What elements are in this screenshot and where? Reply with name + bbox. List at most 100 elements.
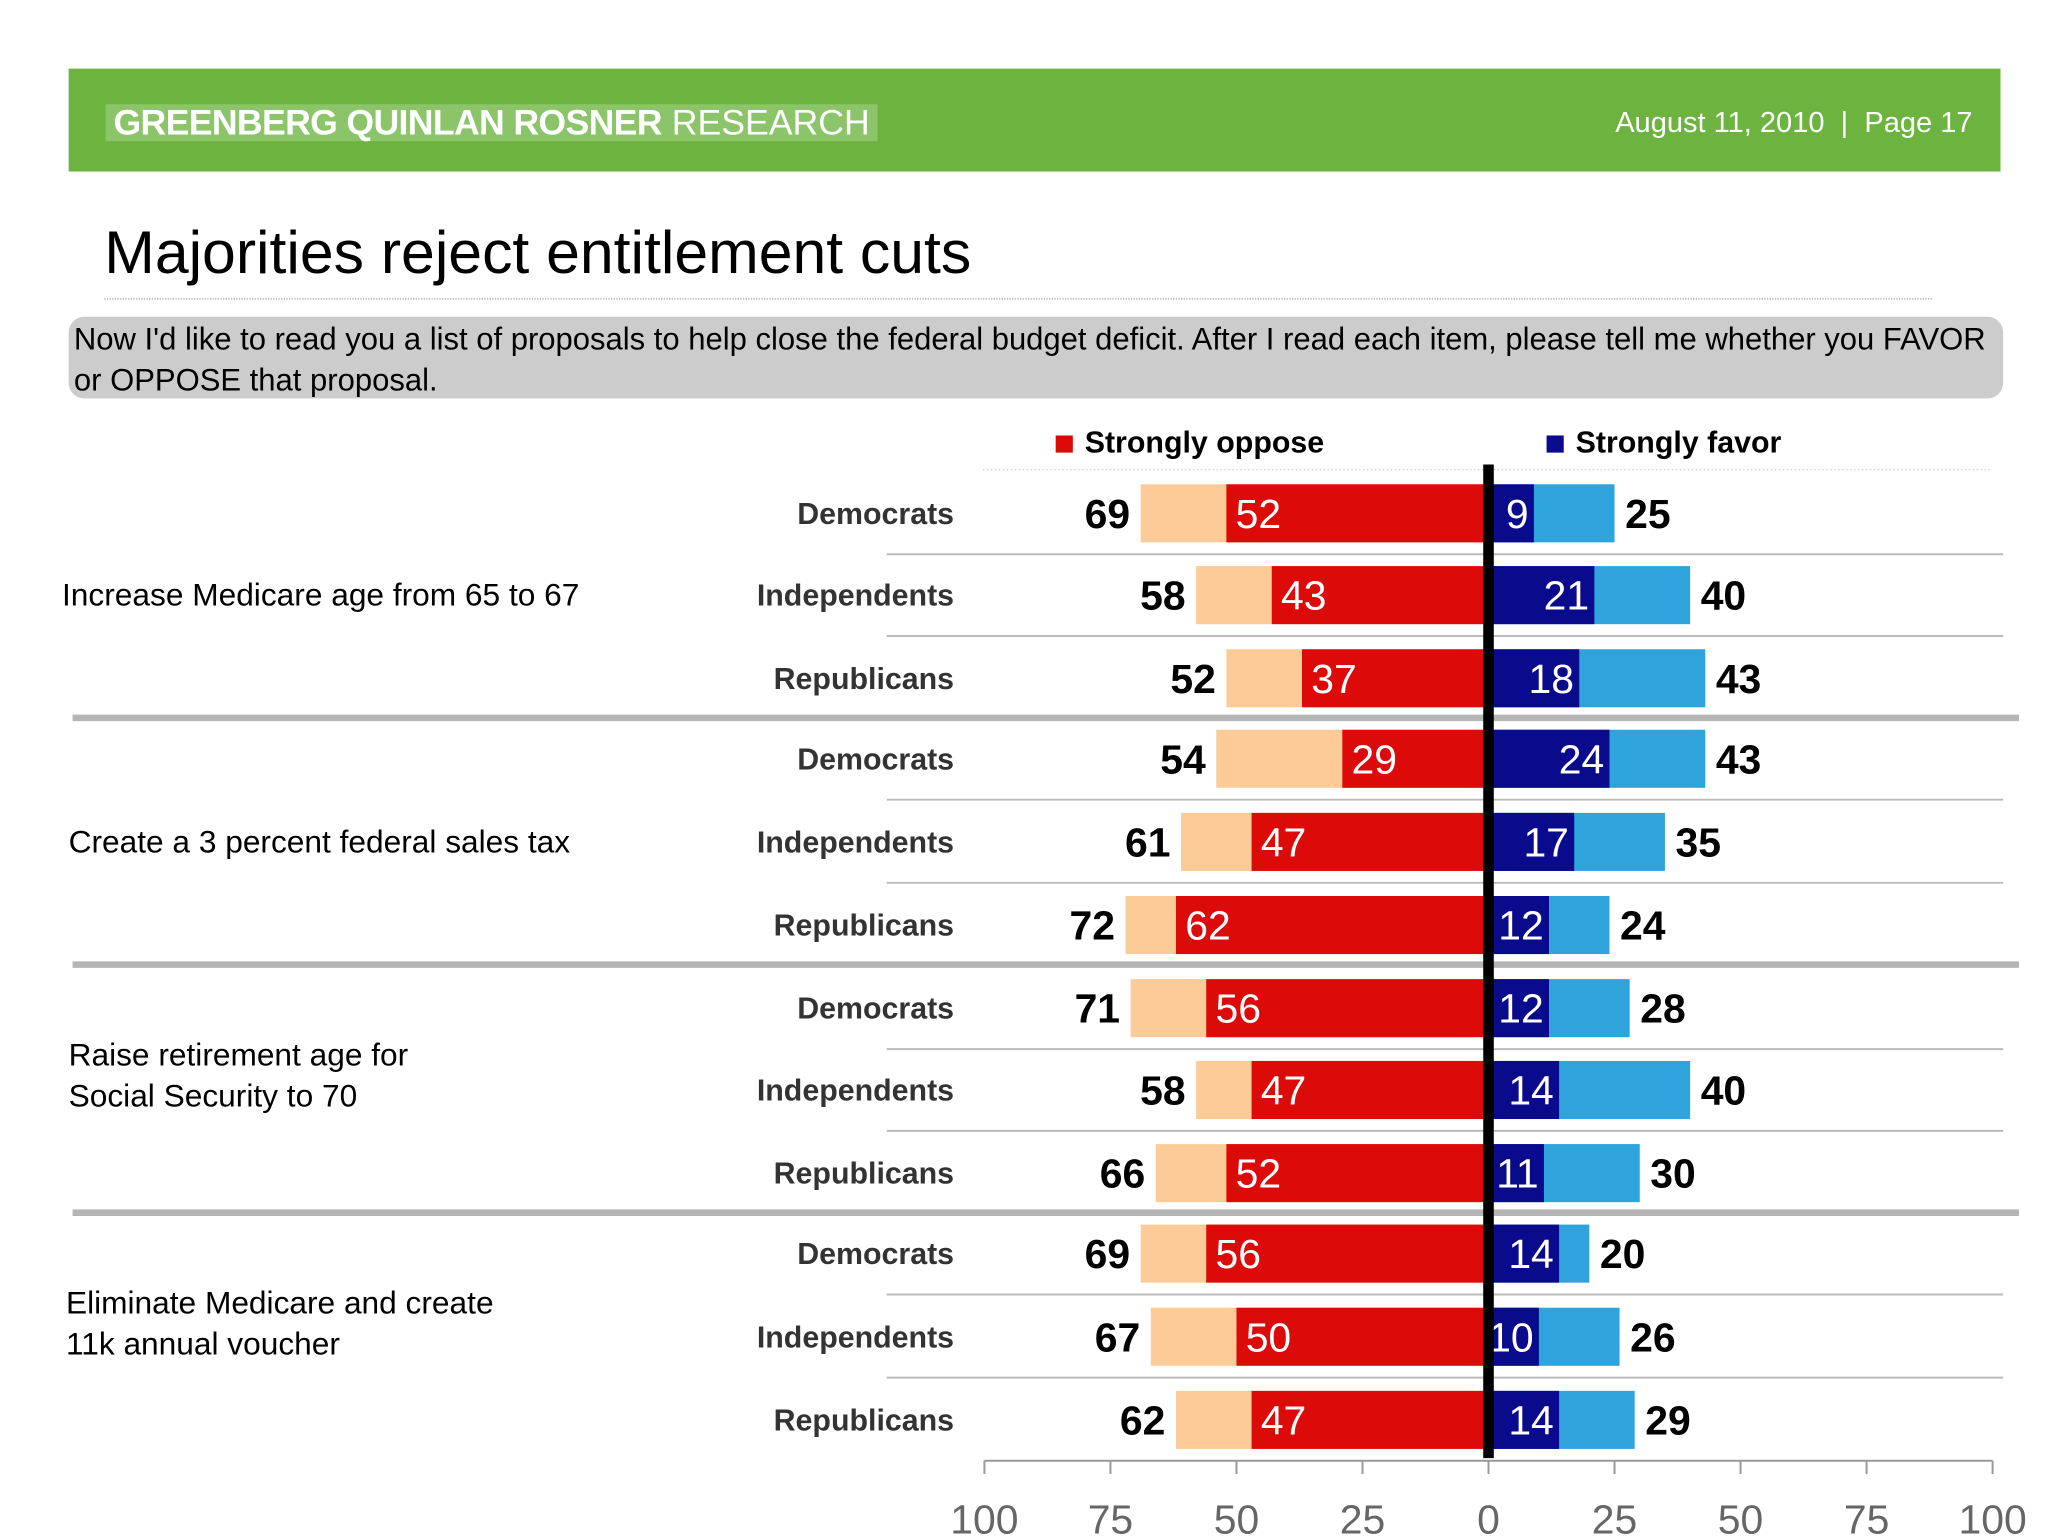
label-strongly-oppose: 37 (1311, 656, 1356, 702)
label-total-favor: 24 (1620, 903, 1666, 949)
label-total-favor: 29 (1645, 1397, 1690, 1443)
label-total-favor: 30 (1650, 1151, 1695, 1197)
label-total-oppose: 69 (1085, 491, 1130, 537)
bar-strongly-oppose (1236, 1307, 1489, 1366)
label-total-favor: 20 (1600, 1231, 1645, 1277)
x-tick-label: 100 (950, 1496, 1018, 1536)
label-strongly-favor: 21 (1544, 573, 1589, 619)
proposal-label: Eliminate Medicare and create (66, 1285, 494, 1321)
bar-strongly-favor (1488, 1307, 1539, 1366)
bar-strongly-favor (1488, 1060, 1560, 1120)
date: August 11, 2010 (1615, 105, 1825, 139)
bar-strongly-favor (1488, 1390, 1560, 1449)
label-strongly-favor: 17 (1523, 819, 1568, 865)
label-strongly-oppose: 47 (1261, 1068, 1306, 1114)
bar-strongly-oppose (1342, 729, 1489, 788)
proposal-label: Increase Medicare age from 65 to 67 (62, 577, 579, 613)
category-label: Independents (757, 580, 954, 613)
label-strongly-oppose: 52 (1236, 491, 1281, 537)
label-strongly-favor: 14 (1508, 1231, 1553, 1277)
category-label: Democrats (797, 993, 954, 1026)
label-strongly-favor: 14 (1508, 1068, 1553, 1114)
label-strongly-oppose: 56 (1215, 986, 1260, 1032)
label-total-favor: 25 (1625, 491, 1670, 537)
label-total-favor: 43 (1716, 736, 1761, 782)
label-strongly-oppose: 56 (1215, 1231, 1260, 1277)
legend-swatch (1546, 435, 1564, 453)
category-label: Republicans (774, 910, 954, 943)
x-tick-label: 25 (1340, 1496, 1385, 1536)
brand-suffix: RESEARCH (671, 102, 870, 143)
label-strongly-favor: 9 (1506, 491, 1529, 537)
x-tick-label: 50 (1214, 1496, 1259, 1536)
bar-strongly-oppose (1251, 1390, 1489, 1449)
bar-strongly-favor (1488, 566, 1595, 625)
bar-strongly-oppose (1251, 1060, 1489, 1120)
category-label: Independents (757, 1075, 954, 1108)
category-label: Democrats (797, 1238, 954, 1271)
page-number: Page 17 (1864, 105, 1973, 139)
label-strongly-favor: 11 (1496, 1151, 1538, 1197)
bar-strongly-oppose (1301, 649, 1489, 708)
label-total-oppose: 72 (1070, 903, 1115, 949)
x-tick-label: 75 (1088, 1496, 1133, 1536)
bar-strongly-favor (1488, 1224, 1560, 1283)
category-label: Independents (757, 1321, 954, 1354)
label-total-oppose: 52 (1170, 656, 1215, 702)
proposal-label: Raise retirement age for (69, 1037, 409, 1073)
bar-strongly-favor (1488, 484, 1534, 543)
label-strongly-favor: 12 (1498, 903, 1543, 949)
brand-logo: GREENBERG QUINLAN ROSNER RESEARCH (105, 102, 878, 143)
legend-label: Strongly oppose (1084, 424, 1325, 460)
category-label: Independents (757, 826, 954, 859)
label-total-oppose: 62 (1120, 1397, 1165, 1443)
label-total-favor: 43 (1716, 656, 1761, 702)
label-strongly-favor: 10 (1488, 1314, 1533, 1360)
question-text: Now I'd like to read you a list of propo… (68, 316, 2004, 399)
category-label: Republicans (774, 1158, 954, 1191)
x-tick-label: 25 (1592, 1496, 1637, 1536)
x-tick-label: 100 (1958, 1496, 2026, 1536)
bar-strongly-favor (1488, 649, 1580, 708)
label-total-oppose: 61 (1125, 819, 1170, 865)
label-total-favor: 35 (1675, 819, 1720, 865)
bar-strongly-oppose (1251, 812, 1489, 871)
category-label: Democrats (797, 743, 954, 776)
bar-strongly-favor (1488, 979, 1549, 1038)
bar-strongly-favor (1488, 896, 1549, 955)
separator: | (1840, 105, 1849, 139)
category-label: Republicans (774, 1404, 954, 1437)
label-total-oppose: 66 (1100, 1151, 1145, 1197)
label-strongly-oppose: 47 (1261, 819, 1306, 865)
proposal-label: Create a 3 percent federal sales tax (69, 823, 571, 859)
bar-strongly-oppose (1206, 1224, 1489, 1283)
label-strongly-favor: 18 (1528, 656, 1573, 702)
x-tick-label: 0 (1477, 1496, 1500, 1536)
label-strongly-oppose: 50 (1246, 1314, 1291, 1360)
label-total-favor: 28 (1640, 986, 1685, 1032)
bar-strongly-oppose (1226, 484, 1489, 543)
label-strongly-oppose: 47 (1261, 1397, 1306, 1443)
x-tick-label: 50 (1718, 1496, 1763, 1536)
label-strongly-oppose: 43 (1281, 573, 1326, 619)
label-strongly-oppose: 29 (1352, 736, 1397, 782)
category-label: Republicans (774, 663, 954, 696)
legend-swatch (1055, 435, 1073, 453)
bar-strongly-favor (1488, 729, 1610, 788)
bar-strongly-oppose (1226, 1144, 1489, 1203)
label-total-oppose: 54 (1160, 736, 1206, 782)
page-title: Majorities reject entitlement cuts (104, 217, 972, 287)
bar-strongly-oppose (1271, 566, 1489, 625)
bar-strongly-favor (1488, 812, 1575, 871)
proposal-label: 11k annual voucher (66, 1326, 340, 1362)
label-total-favor: 26 (1630, 1314, 1675, 1360)
legend-strongly-favor: Strongly favor (1546, 425, 1781, 461)
bar-strongly-oppose (1175, 896, 1489, 955)
label-total-oppose: 69 (1085, 1231, 1130, 1277)
brand-name: GREENBERG QUINLAN ROSNER (113, 102, 662, 143)
label-total-oppose: 71 (1075, 986, 1120, 1032)
label-total-oppose: 58 (1140, 573, 1185, 619)
label-strongly-favor: 12 (1498, 986, 1543, 1032)
proposal-label: Social Security to 70 (69, 1077, 358, 1113)
